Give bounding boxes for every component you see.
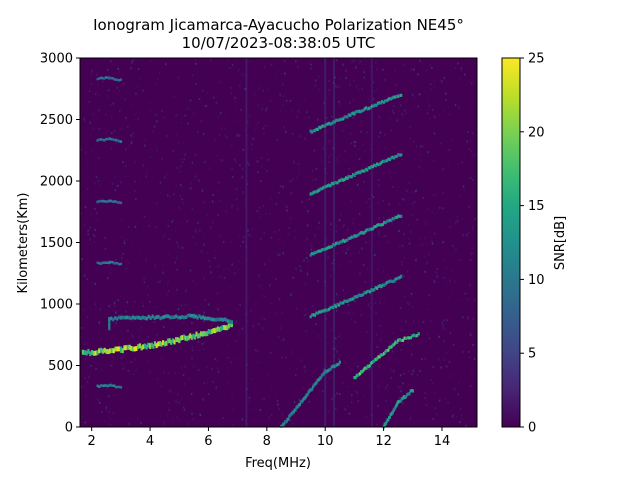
heatmap-trace-2: [280, 360, 341, 428]
heatmap-background: [80, 58, 477, 427]
heatmap-band-2: [333, 58, 335, 427]
x-tick-label: 14: [434, 434, 451, 449]
colorbar-tick-label: 0: [528, 421, 536, 436]
heatmap-trace-13: [96, 76, 123, 82]
x-tick-label: 12: [375, 434, 392, 449]
x-axis-ticks: 2 4 6 8 10 12 14: [88, 427, 451, 449]
colorbar-tick-label: 10: [528, 273, 545, 288]
heatmap-cells: [80, 58, 477, 429]
heatmap-band-0: [245, 58, 248, 427]
colorbar-label: SNR[dB]: [553, 216, 568, 270]
colorbar-tick-label: 25: [528, 52, 545, 67]
heatmap-trace-0: [81, 322, 233, 357]
y-axis-ticks: 0 500 1000 1500 2000 2500 3000: [40, 52, 80, 436]
y-tick-label: 1000: [40, 298, 73, 313]
heatmap-noise: [80, 58, 476, 427]
y-tick-label: 3000: [40, 52, 73, 67]
y-tick-label: 500: [48, 359, 73, 374]
chart-title: Ionogram Jicamarca-Ayacucho Polarization…: [93, 16, 464, 34]
heatmap-trace-9: [96, 383, 123, 389]
colorbar-tick-label: 15: [528, 199, 545, 214]
colorbar-tick-label: 20: [528, 125, 545, 140]
heatmap-trace-6: [309, 214, 403, 257]
x-axis-label: Freq(MHz): [245, 456, 311, 471]
heatmap-trace-8: [309, 93, 403, 134]
colorbar-ticks: 0 5 10 15 20 25: [520, 52, 545, 436]
y-axis-label: Kilometers(Km): [16, 193, 31, 294]
x-tick-label: 6: [204, 434, 212, 449]
x-tick-label: 4: [146, 434, 154, 449]
chart-subtitle: 10/07/2023-08:38:05 UTC: [181, 34, 376, 52]
heatmap-trace-4: [353, 332, 420, 380]
y-tick-label: 2500: [40, 113, 73, 128]
heatmap-trace-7: [309, 153, 403, 196]
y-tick-label: 2000: [40, 175, 73, 190]
heatmap-band-3: [370, 58, 373, 427]
heatmap-trace-10: [96, 260, 123, 266]
heatmap-band-1: [324, 58, 327, 427]
y-tick-label: 1500: [40, 236, 73, 251]
colorbar: [501, 57, 521, 428]
heatmap-trace-11: [96, 199, 123, 205]
heatmap-trace-1: [108, 313, 233, 331]
colorbar-tick-label: 5: [528, 347, 536, 362]
heatmap-trace-5: [309, 274, 403, 319]
heatmap-trace-12: [96, 137, 123, 143]
y-tick-label: 0: [65, 421, 73, 436]
x-tick-label: 8: [263, 434, 271, 449]
x-tick-label: 10: [317, 434, 334, 449]
x-tick-label: 2: [88, 434, 96, 449]
